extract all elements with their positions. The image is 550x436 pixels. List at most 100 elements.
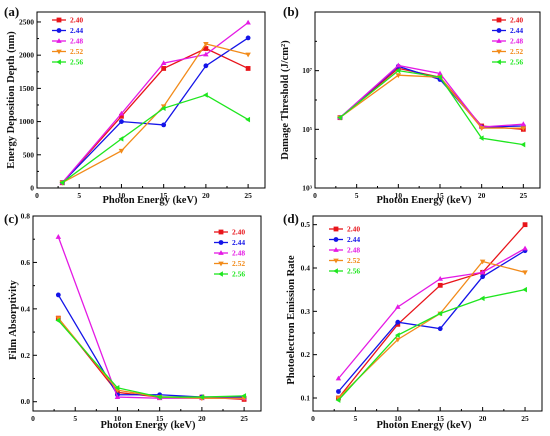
series-group-c: [55, 234, 247, 402]
legend-label-a-1: 2.44: [70, 26, 83, 35]
y-tick-label-c-3: 0.6: [21, 258, 31, 267]
series-point-b-4-3: [478, 135, 484, 141]
series-group-d: [335, 222, 528, 403]
x-tick-label-c-2: 10: [114, 414, 122, 423]
legend-marker-b-2: [496, 38, 502, 43]
series-point-d-0-2: [437, 282, 443, 288]
series-point-c-4-0: [55, 317, 61, 324]
series-point-d-1-0: [336, 389, 341, 394]
series-point-d-1-2: [437, 326, 443, 332]
series-point-a-2-4: [245, 19, 251, 25]
legend-marker-a-0: [56, 17, 62, 23]
series-point-a-2-3: [203, 51, 209, 57]
legend-label-c-0: 2.40: [232, 228, 245, 237]
series-point-a-4-4: [245, 116, 251, 123]
series-point-a-3-3: [203, 41, 209, 47]
x-axis-title-b: Photon Energy (keV): [376, 195, 472, 206]
series-point-b-3-3: [478, 126, 485, 131]
plot-frame-c: [32, 215, 262, 412]
series-point-a-3-1: [118, 148, 125, 154]
y-tick-label-b-0: 10³: [302, 184, 313, 193]
x-tick-label-d-4: 20: [479, 414, 487, 423]
x-axis-title-d: Photon Energy (keV): [376, 420, 472, 431]
series-point-d-4-4: [522, 286, 527, 293]
series-point-c-2-1: [114, 394, 121, 399]
series-point-d-3-1: [395, 337, 401, 343]
x-tick-label-b-5: 25: [520, 191, 528, 200]
y-tick-label-b-1: 10⁵: [302, 125, 313, 134]
x-tick-label-a-3: 15: [160, 191, 168, 200]
legend-marker-b-4: [496, 59, 501, 65]
legend-marker-a-2: [56, 38, 62, 43]
legend-label-c-2: 2.48: [232, 249, 245, 258]
x-tick-label-d-0: 0: [311, 414, 315, 423]
x-tick-label-a-0: 0: [35, 191, 39, 200]
series-point-b-3-4: [520, 126, 527, 131]
legend-marker-c-0: [218, 229, 224, 235]
series-point-d-3-3: [479, 259, 486, 265]
series-line-b-4: [339, 69, 524, 146]
series-line-d-0: [337, 224, 526, 399]
series-point-c-3-0: [55, 316, 62, 322]
panel-b: (b) Photon Energy (keV) Damage Threshold…: [280, 4, 541, 206]
y-tick-label-c-0: 0.0: [21, 397, 31, 406]
series-point-d-3-0: [335, 396, 342, 401]
series-point-a-4-0: [59, 179, 65, 186]
series-point-d-1-3: [480, 274, 486, 280]
legend-marker-c-4: [218, 271, 223, 277]
y-tick-label-d-0: 0.1: [301, 394, 311, 403]
y-tick-label-d-3: 0.4: [301, 264, 311, 273]
legend-marker-d-0: [333, 226, 339, 232]
series-line-b-3: [339, 74, 524, 129]
series-point-a-1-4: [245, 35, 251, 41]
panel-d: (d) Photon Energy (keV) Photoelectron Em…: [283, 211, 543, 431]
series-point-a-0-2: [161, 66, 167, 71]
series-group-b: [337, 62, 527, 148]
series-point-a-1-1: [119, 119, 124, 124]
x-tick-label-b-2: 10: [395, 191, 403, 200]
legend-marker-b-1: [496, 28, 502, 33]
series-point-b-3-1: [395, 73, 402, 79]
legend-marker-d-3: [333, 258, 339, 264]
legend-label-d-4: 2.56: [347, 267, 360, 276]
legend-marker-b-0: [496, 17, 502, 23]
series-point-a-4-1: [118, 136, 124, 142]
legend-label-a-2: 2.48: [70, 37, 83, 46]
panel-label-c: (c): [4, 211, 18, 226]
x-axis-title-c: Photon Energy (keV): [100, 420, 196, 431]
y-axis-title-c: Film Absorptivity: [8, 279, 19, 359]
x-tick-label-b-1: 5: [355, 191, 359, 200]
legend-marker-c-3: [218, 261, 224, 267]
panel-c: (c) Photon Energy (keV) Film Absorptivit…: [4, 211, 262, 431]
series-point-b-2-2: [437, 70, 443, 76]
x-axis-title-a: Photon Energy (keV): [102, 195, 198, 206]
series-point-d-2-1: [395, 304, 401, 309]
y-tick-label-d-4: 0.5: [301, 220, 311, 229]
x-tick-label-a-2: 10: [118, 191, 126, 200]
ticks-b: 0 5 10 15 20 25 10³ 10⁵ 10⁷: [302, 11, 528, 200]
x-tick-label-b-0: 0: [313, 191, 317, 200]
plot-frame-a: [36, 11, 266, 189]
y-tick-label-c-1: 0.2: [21, 351, 31, 360]
legend-label-a-4: 2.56: [70, 58, 83, 67]
series-point-c-4-3: [199, 394, 204, 400]
series-point-d-2-0: [335, 375, 342, 381]
y-axis-title-d: Photoelectron Emission Rate: [286, 255, 297, 385]
series-point-a-3-4: [245, 52, 251, 58]
x-tick-label-a-1: 5: [77, 191, 81, 200]
y-tick-label-c-2: 0.4: [21, 304, 31, 313]
ticks-c: 0 5 10 15 20 25 0.0 0.2 0.4 0.6 0.8: [21, 212, 248, 424]
x-tick-label-b-3: 15: [436, 191, 444, 200]
series-point-d-2-2: [437, 275, 443, 281]
x-tick-label-d-2: 10: [394, 414, 402, 423]
series-point-a-2-2: [160, 60, 167, 66]
series-line-c-0: [57, 317, 245, 401]
y-tick-label-c-4: 0.8: [21, 212, 31, 221]
x-tick-label-b-4: 20: [478, 191, 486, 200]
series-point-c-2-0: [55, 234, 62, 239]
x-tick-label-c-1: 5: [73, 414, 77, 423]
legend-label-b-3: 2.52: [510, 47, 523, 56]
legend-a: 2.402.44 2.482.52 2.56: [52, 16, 83, 67]
series-point-d-0-4: [522, 222, 528, 228]
